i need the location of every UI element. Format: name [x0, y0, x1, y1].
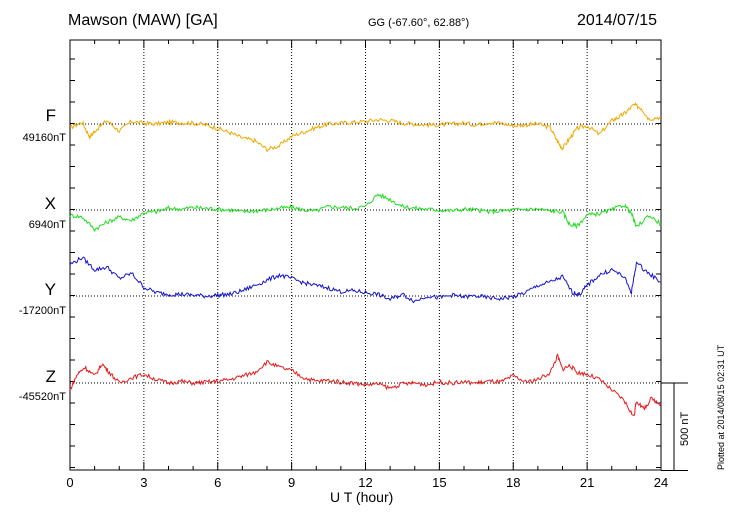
x-axis-label: U T (hour) [330, 489, 394, 505]
series-line-f [69, 102, 661, 153]
x-tick-label: 12 [358, 475, 372, 490]
x-tick-label: 0 [66, 475, 73, 490]
x-tick-label: 6 [214, 475, 221, 490]
plotted-timestamp: Plotted at 2014/08/15 02:31 UT [716, 344, 726, 470]
x-tick-label: 24 [654, 475, 668, 490]
x-tick-label: 18 [506, 475, 520, 490]
plot-date: 2014/07/15 [577, 12, 658, 29]
x-tick-label: 21 [580, 475, 594, 490]
x-tick-label: 15 [432, 475, 446, 490]
series-line-z [69, 353, 662, 417]
series-line-x [69, 192, 662, 233]
series-label-f: F [45, 106, 56, 125]
series-label-z: Z [45, 367, 56, 386]
plot-frame [69, 39, 662, 471]
baseline-label-z: -45520nT [18, 391, 66, 403]
x-tick-label: 9 [288, 475, 295, 490]
series-label-x: X [44, 194, 56, 213]
series-line-y [69, 256, 662, 304]
station-title: Mawson (MAW) [GA] [68, 12, 218, 29]
baseline-label-f: 49160nT [22, 132, 66, 144]
baseline-label-x: 6940nT [28, 219, 66, 231]
geo-coordinates: GG (-67.60°, 62.88°) [368, 17, 470, 29]
scale-bar-label: 500 nT [679, 411, 691, 446]
series-label-y: Y [44, 280, 56, 299]
baseline-label-y: -17200nT [18, 305, 66, 317]
x-tick-label: 3 [140, 475, 147, 490]
